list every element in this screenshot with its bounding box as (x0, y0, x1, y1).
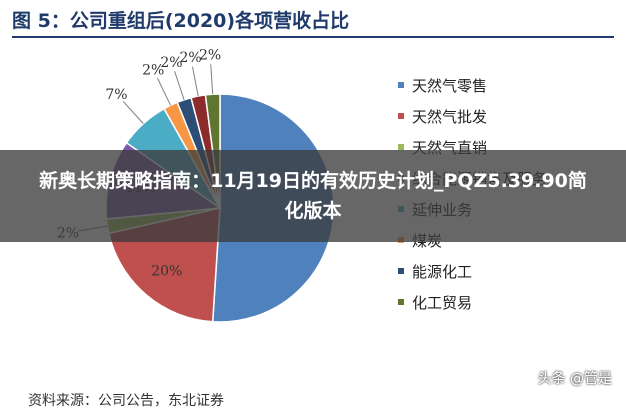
slice-label-8: 2% (179, 50, 201, 66)
slice-label-5: 7% (105, 87, 127, 103)
slice-label-6: 2% (142, 62, 164, 78)
watermark-text: 头条 @管是 (537, 371, 612, 387)
slice-label-2: 20% (151, 264, 182, 280)
legend-swatch-1 (398, 82, 404, 88)
legend-swatch-7 (398, 268, 404, 274)
overlay-banner: 新奥长期策略指南：11月19日的有效历史计划_PQZ5.39.90简化版本 (0, 150, 626, 242)
leader-line-7 (174, 71, 185, 100)
slice-label-7: 2% (160, 55, 182, 71)
legend-label-7: 能源化工 (412, 263, 472, 281)
legend-label-1: 天然气零售 (412, 77, 487, 95)
leader-line-6 (157, 78, 171, 106)
title-divider (12, 36, 614, 38)
legend-label-8: 化工贸易 (412, 294, 472, 312)
leader-line-8 (191, 66, 199, 97)
leader-line-5 (122, 101, 144, 124)
leader-line-9 (210, 64, 214, 95)
figure-title: 图 5：公司重组后(2020)各项营收占比 (12, 10, 350, 32)
source-note: 资料来源：公司公告，东北证券 (28, 393, 224, 409)
slice-label-9: 2% (199, 47, 221, 63)
legend-label-2: 天然气批发 (412, 108, 487, 126)
legend-swatch-3 (398, 144, 404, 150)
legend-swatch-2 (398, 113, 404, 119)
legend-swatch-8 (398, 299, 404, 305)
banner-headline[interactable]: 新奥长期策略指南：11月19日的有效历史计划_PQZ5.39.90简化版本 (39, 170, 587, 222)
